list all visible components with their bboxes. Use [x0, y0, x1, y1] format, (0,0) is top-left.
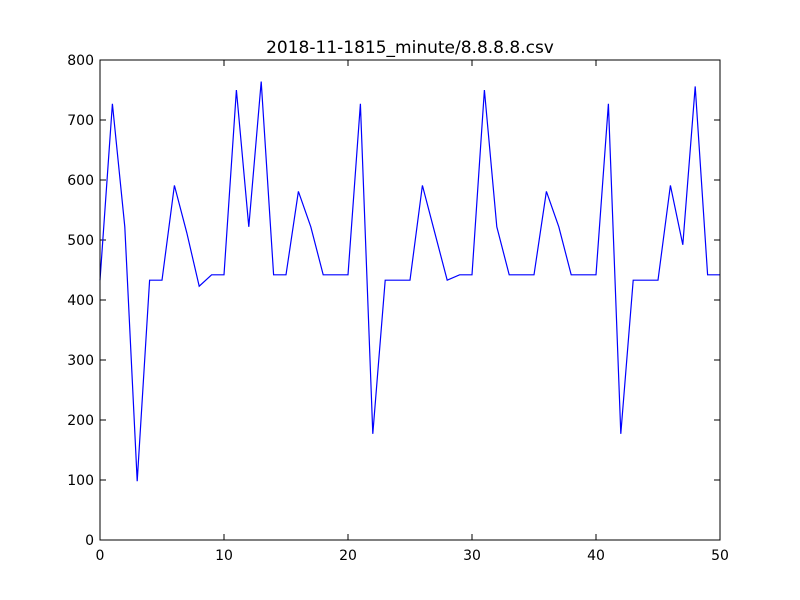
y-tick-label: 0	[85, 533, 94, 549]
chart-title: 2018-11-1815_minute/8.8.8.8.csv	[266, 38, 554, 58]
x-tick-label: 40	[587, 548, 605, 564]
x-tick-label: 0	[96, 548, 105, 564]
y-tick-label: 500	[67, 233, 94, 249]
y-tick-label: 700	[67, 113, 94, 129]
x-tick-label: 30	[463, 548, 481, 564]
y-tick-label: 600	[67, 173, 94, 189]
series-line	[99, 81, 720, 482]
x-tick-label: 10	[215, 548, 233, 564]
x-tick-label: 50	[711, 548, 729, 564]
x-tick-label: 20	[339, 548, 357, 564]
axis-ticks	[99, 59, 721, 541]
plot-frame	[99, 59, 721, 541]
y-tick-label: 400	[67, 293, 94, 309]
y-tick-label: 800	[67, 53, 94, 69]
y-tick-label: 300	[67, 353, 94, 369]
y-tick-label: 100	[67, 473, 94, 489]
series-group	[99, 81, 720, 482]
y-tick-label: 200	[67, 413, 94, 429]
